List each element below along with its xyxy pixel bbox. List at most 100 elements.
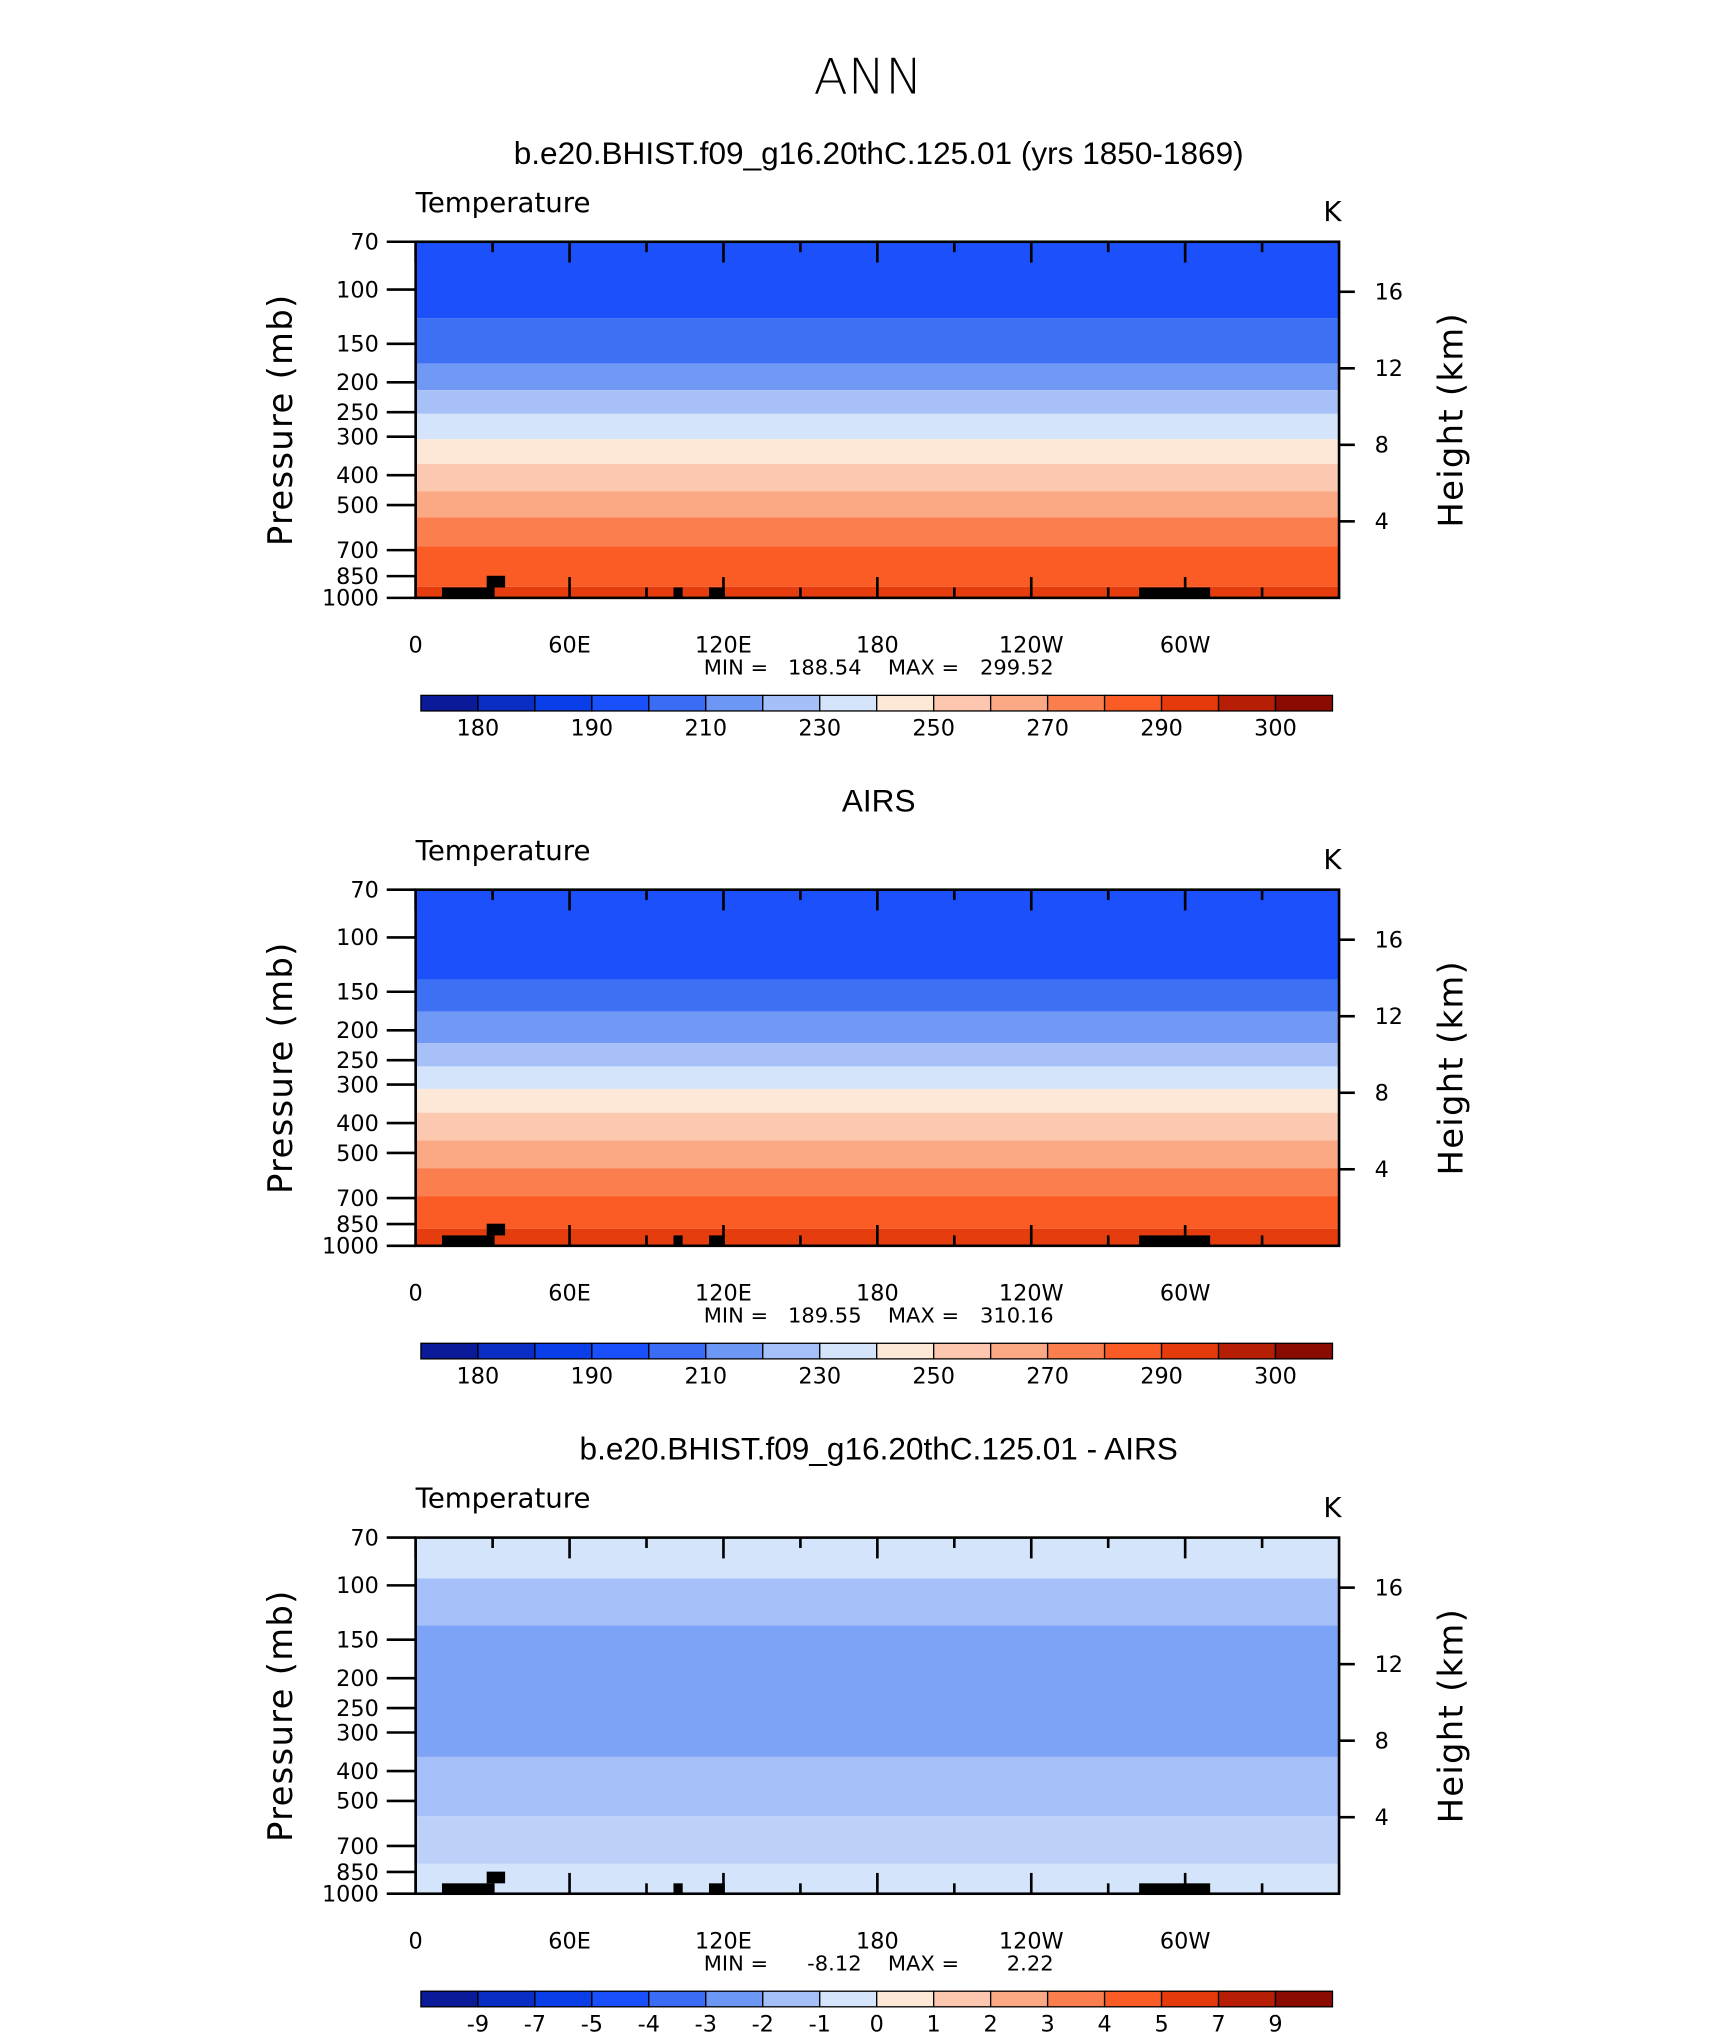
- y2-axis-label: Height (km): [1432, 960, 1472, 1176]
- y-tick-label: 150: [336, 332, 379, 358]
- colorbar-box: [705, 1990, 764, 2008]
- colorbar-label: 7: [1211, 2012, 1225, 2038]
- x-tick-label: 120W: [999, 1281, 1064, 1307]
- y-axis-label: Pressure (mb): [261, 294, 301, 547]
- terrain: [486, 1871, 506, 1884]
- colorbar-box: [534, 1342, 593, 1360]
- terrain: [486, 1223, 506, 1236]
- y-tick-label: 700: [336, 538, 379, 564]
- y-tick-label: 850: [336, 564, 379, 590]
- colorbar-label: 210: [684, 1364, 727, 1390]
- colorbar-box: [1046, 1342, 1106, 1360]
- colorbar-box: [705, 1342, 764, 1360]
- y2-tick-label: 4: [1375, 1157, 1389, 1183]
- colorbar-label: -1: [809, 2012, 831, 2038]
- x-tick-label: 60E: [548, 1928, 591, 1954]
- colorbar-label: 270: [1026, 716, 1069, 742]
- contour-band: [415, 1168, 1340, 1197]
- colorbar-box: [477, 694, 536, 712]
- y-tick-label: 150: [336, 980, 379, 1006]
- colorbar-label: 270: [1026, 1364, 1069, 1390]
- max-value: 299.52: [980, 656, 1054, 680]
- terrain: [1139, 1235, 1211, 1246]
- terrain: [708, 587, 725, 598]
- colorbar-label: 300: [1254, 716, 1297, 742]
- contour-band: [415, 439, 1340, 465]
- y2-tick-label: 16: [1375, 928, 1403, 954]
- x-tick-label: 60E: [548, 633, 591, 659]
- colorbar-box: [420, 694, 479, 712]
- contour-band: [415, 1196, 1340, 1229]
- terrain: [673, 1235, 683, 1246]
- x-tick-label: 0: [409, 633, 423, 659]
- colorbar-label: 9: [1268, 2012, 1282, 2038]
- units: K: [1323, 1493, 1342, 1524]
- colorbar-box: [1217, 694, 1277, 712]
- contour-band: [415, 1140, 1340, 1169]
- y2-tick-label: 12: [1375, 1004, 1403, 1030]
- y2-tick-label: 4: [1375, 509, 1389, 535]
- colorbar-box: [1046, 694, 1106, 712]
- colorbar-label: 190: [571, 716, 614, 742]
- x-tick-label: 60W: [1160, 1281, 1211, 1307]
- x-tick-label: 60W: [1160, 1928, 1211, 1954]
- y-tick-label: 300: [336, 1720, 379, 1746]
- contour-band: [415, 363, 1340, 391]
- colorbar-box: [591, 694, 650, 712]
- colorbar-label: 5: [1154, 2012, 1168, 2038]
- colorbar-label: 3: [1041, 2012, 1055, 2038]
- colorbar-label: 4: [1097, 2012, 1111, 2038]
- x-tick-label: 60E: [548, 1281, 591, 1307]
- terrain: [441, 1235, 495, 1246]
- contour-band: [415, 464, 1340, 492]
- y-tick-label: 500: [336, 493, 379, 519]
- colorbar-box: [933, 694, 992, 712]
- y-tick-label: 100: [336, 1573, 379, 1599]
- contour-band: [415, 491, 1340, 518]
- contour-band: [415, 390, 1340, 414]
- y-tick-label: 250: [336, 1048, 379, 1074]
- y-tick-label: 1000: [322, 1234, 379, 1260]
- colorbar-box: [420, 1342, 479, 1360]
- y-tick-label: 300: [336, 425, 379, 451]
- y-tick-label: 1000: [322, 586, 379, 612]
- max-label: MAX =: [888, 1304, 959, 1328]
- panel-title: AIRS: [842, 784, 916, 819]
- y-axis-label: Pressure (mb): [261, 1589, 301, 1842]
- panel-title: b.e20.BHIST.f09_g16.20thC.125.01 (yrs 18…: [514, 136, 1244, 171]
- max-label: MAX =: [888, 1952, 959, 1976]
- min-label: MIN =: [704, 1952, 768, 1976]
- colorbar-box: [876, 694, 935, 712]
- colorbar-box: [819, 1990, 878, 2008]
- colorbar-box: [705, 694, 764, 712]
- colorbar-box: [534, 1990, 593, 2008]
- colorbar-box: [876, 1990, 935, 2008]
- y-tick-label: 700: [336, 1834, 379, 1860]
- colorbar-box: [1217, 1342, 1277, 1360]
- contour-band: [415, 1578, 1340, 1626]
- colorbar-label: 230: [798, 716, 841, 742]
- colorbar-label: 190: [571, 1364, 614, 1390]
- terrain: [708, 1883, 725, 1894]
- contour-band: [415, 1043, 1340, 1067]
- panel-title: b.e20.BHIST.f09_g16.20thC.125.01 - AIRS: [580, 1432, 1178, 1467]
- x-tick-label: 120W: [999, 633, 1064, 659]
- colorbar-box: [1274, 1990, 1334, 2008]
- contour-band: [415, 1112, 1340, 1141]
- x-tick-label: 120E: [695, 1928, 752, 1954]
- colorbar-label: 210: [684, 716, 727, 742]
- y-tick-label: 70: [350, 230, 378, 256]
- colorbar-box: [819, 694, 878, 712]
- contour-band: [415, 413, 1340, 440]
- min-value: -8.12: [807, 1952, 861, 1976]
- colorbar-label: -9: [467, 2012, 489, 2038]
- terrain: [441, 1883, 495, 1894]
- y2-axis-label: Height (km): [1432, 1608, 1472, 1824]
- colorbar-label: 300: [1254, 1364, 1297, 1390]
- x-tick-label: 180: [856, 1928, 899, 1954]
- max-value: 310.16: [980, 1304, 1054, 1328]
- y2-tick-label: 12: [1375, 356, 1403, 382]
- min-label: MIN =: [704, 656, 768, 680]
- colorbar-box: [1217, 1990, 1277, 2008]
- x-tick-label: 180: [856, 633, 899, 659]
